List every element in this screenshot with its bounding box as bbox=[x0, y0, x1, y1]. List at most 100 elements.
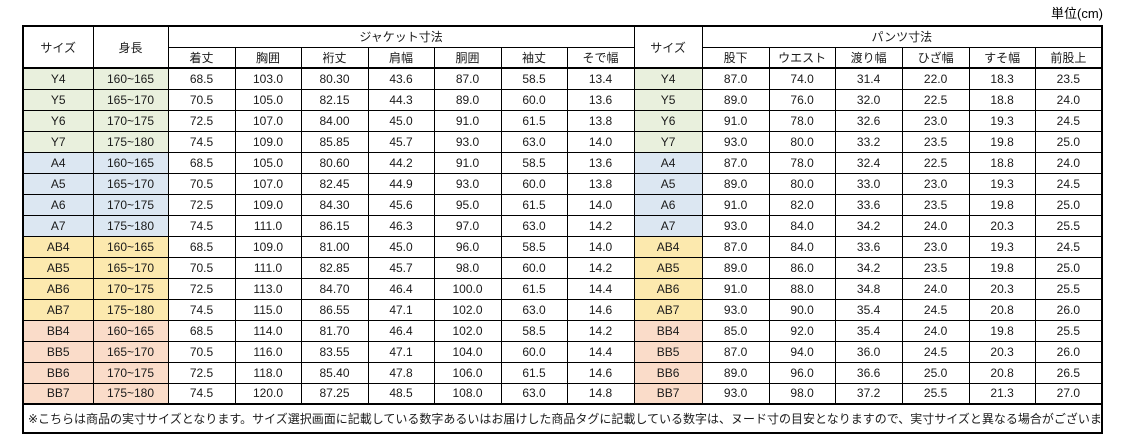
pants-value-cell: 87.0 bbox=[701, 67, 770, 90]
pants-value-cell: 92.0 bbox=[768, 319, 836, 342]
size-cell-left: AB4 bbox=[22, 235, 94, 258]
pants-value-cell: 23.0 bbox=[901, 235, 970, 258]
jacket-value-cell: 102.0 bbox=[433, 319, 502, 342]
jacket-value-cell: 60.0 bbox=[500, 88, 568, 111]
size-cell-right: AB5 bbox=[633, 256, 703, 279]
jacket-value-cell: 109.0 bbox=[234, 130, 302, 153]
jacket-value-cell: 84.70 bbox=[300, 277, 369, 300]
pants-value-cell: 23.5 bbox=[901, 256, 970, 279]
jacket-value-cell: 104.0 bbox=[433, 340, 502, 363]
jacket-value-cell: 70.5 bbox=[167, 340, 236, 363]
jacket-subcolumn-header: 着丈 bbox=[167, 46, 236, 69]
jacket-value-cell: 61.5 bbox=[500, 277, 568, 300]
size-cell-left: A6 bbox=[22, 193, 94, 216]
pants-value-cell: 98.0 bbox=[768, 382, 836, 405]
pants-value-cell: 93.0 bbox=[701, 298, 770, 321]
jacket-value-cell: 61.5 bbox=[500, 193, 568, 216]
pants-value-cell: 84.0 bbox=[768, 214, 836, 237]
jacket-value-cell: 44.3 bbox=[367, 88, 435, 111]
pants-value-cell: 25.0 bbox=[901, 361, 970, 384]
jacket-value-cell: 86.55 bbox=[300, 298, 369, 321]
jacket-value-cell: 63.0 bbox=[500, 130, 568, 153]
jacket-value-cell: 13.8 bbox=[566, 172, 635, 195]
pants-value-cell: 19.3 bbox=[968, 109, 1036, 132]
pants-value-cell: 87.0 bbox=[701, 235, 770, 258]
pants-value-cell: 31.4 bbox=[834, 67, 903, 90]
unit-label: 単位(cm) bbox=[1051, 6, 1103, 21]
pants-value-cell: 19.8 bbox=[968, 319, 1036, 342]
jacket-value-cell: 84.00 bbox=[300, 109, 369, 132]
pants-value-cell: 34.8 bbox=[834, 277, 903, 300]
pants-value-cell: 87.0 bbox=[701, 151, 770, 174]
height-cell: 160~165 bbox=[92, 151, 169, 174]
jacket-value-cell: 106.0 bbox=[433, 361, 502, 384]
pants-value-cell: 24.0 bbox=[1034, 151, 1103, 174]
table-row: AB4 160~165 68.5 109.0 81.00 45.0 96.0 5… bbox=[22, 235, 1103, 258]
table-row: AB6 170~175 72.5 113.0 84.70 46.4 100.0 … bbox=[22, 277, 1103, 300]
pants-value-cell: 89.0 bbox=[701, 361, 770, 384]
jacket-value-cell: 48.5 bbox=[367, 382, 435, 405]
jacket-value-cell: 13.6 bbox=[566, 88, 635, 111]
pants-value-cell: 91.0 bbox=[701, 277, 770, 300]
pants-value-cell: 18.8 bbox=[968, 151, 1036, 174]
pants-value-cell: 85.0 bbox=[701, 319, 770, 342]
jacket-value-cell: 72.5 bbox=[167, 277, 236, 300]
pants-value-cell: 24.0 bbox=[901, 214, 970, 237]
jacket-value-cell: 14.2 bbox=[566, 214, 635, 237]
pants-value-cell: 24.5 bbox=[901, 340, 970, 363]
size-cell-left: A7 bbox=[22, 214, 94, 237]
height-cell: 160~165 bbox=[92, 235, 169, 258]
pants-value-cell: 21.3 bbox=[968, 382, 1036, 405]
table-row: BB6 170~175 72.5 118.0 85.40 47.8 106.0 … bbox=[22, 361, 1103, 384]
jacket-value-cell: 45.0 bbox=[367, 109, 435, 132]
pants-value-cell: 37.2 bbox=[834, 382, 903, 405]
pants-value-cell: 93.0 bbox=[701, 382, 770, 405]
pants-value-cell: 23.5 bbox=[901, 193, 970, 216]
jacket-value-cell: 58.5 bbox=[500, 319, 568, 342]
jacket-value-cell: 58.5 bbox=[500, 235, 568, 258]
pants-value-cell: 25.5 bbox=[1034, 319, 1103, 342]
jacket-value-cell: 82.85 bbox=[300, 256, 369, 279]
size-cell-right: AB4 bbox=[633, 235, 703, 258]
pants-value-cell: 36.6 bbox=[834, 361, 903, 384]
height-column-header: 身長 bbox=[92, 25, 169, 69]
jacket-value-cell: 86.15 bbox=[300, 214, 369, 237]
jacket-value-cell: 93.0 bbox=[433, 172, 502, 195]
pants-value-cell: 19.8 bbox=[968, 256, 1036, 279]
pants-value-cell: 23.5 bbox=[1034, 67, 1103, 90]
pants-value-cell: 89.0 bbox=[701, 88, 770, 111]
pants-value-cell: 34.2 bbox=[834, 256, 903, 279]
size-cell-left: BB7 bbox=[22, 382, 94, 405]
jacket-value-cell: 63.0 bbox=[500, 298, 568, 321]
jacket-value-cell: 61.5 bbox=[500, 109, 568, 132]
jacket-value-cell: 60.0 bbox=[500, 256, 568, 279]
jacket-value-cell: 97.0 bbox=[433, 214, 502, 237]
jacket-value-cell: 14.4 bbox=[566, 277, 635, 300]
pants-value-cell: 24.5 bbox=[1034, 172, 1103, 195]
pants-value-cell: 33.6 bbox=[834, 235, 903, 258]
jacket-value-cell: 107.0 bbox=[234, 172, 302, 195]
jacket-value-cell: 109.0 bbox=[234, 193, 302, 216]
jacket-value-cell: 89.0 bbox=[433, 88, 502, 111]
jacket-value-cell: 13.8 bbox=[566, 109, 635, 132]
jacket-value-cell: 70.5 bbox=[167, 256, 236, 279]
jacket-value-cell: 116.0 bbox=[234, 340, 302, 363]
pants-subcolumn-header: 股下 bbox=[701, 46, 770, 69]
pants-value-cell: 25.0 bbox=[1034, 130, 1103, 153]
height-cell: 175~180 bbox=[92, 130, 169, 153]
jacket-value-cell: 103.0 bbox=[234, 67, 302, 90]
pants-value-cell: 25.0 bbox=[1034, 193, 1103, 216]
height-cell: 165~170 bbox=[92, 340, 169, 363]
height-cell: 170~175 bbox=[92, 109, 169, 132]
pants-subcolumn-header: すそ幅 bbox=[968, 46, 1036, 69]
pants-value-cell: 23.5 bbox=[901, 130, 970, 153]
table-row: BB4 160~165 68.5 114.0 81.70 46.4 102.0 … bbox=[22, 319, 1103, 342]
size-chart-table: サイズ 身長 ジャケット寸法 サイズ パンツ寸法 着丈 胸囲 裄丈 肩幅 胴囲 … bbox=[22, 25, 1104, 434]
jacket-value-cell: 68.5 bbox=[167, 67, 236, 90]
pants-value-cell: 24.5 bbox=[1034, 235, 1103, 258]
table-row: BB5 165~170 70.5 116.0 83.55 47.1 104.0 … bbox=[22, 340, 1103, 363]
pants-value-cell: 74.0 bbox=[768, 67, 836, 90]
jacket-value-cell: 120.0 bbox=[234, 382, 302, 405]
jacket-value-cell: 111.0 bbox=[234, 256, 302, 279]
